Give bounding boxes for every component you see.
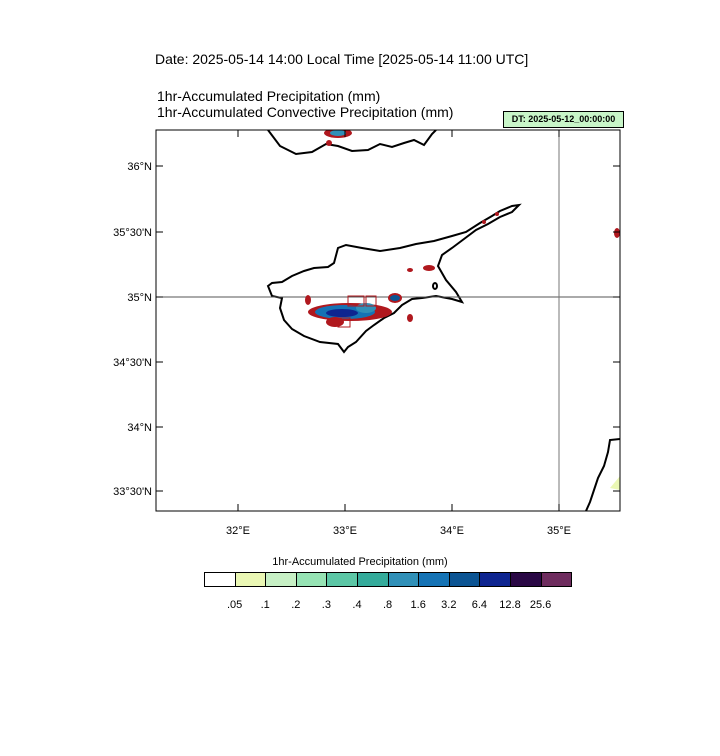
- colorbar-label: .05: [226, 599, 243, 611]
- colorbar-swatch: [510, 572, 542, 587]
- colorbar-swatch: [387, 572, 420, 587]
- map-content: [156, 130, 620, 511]
- colorbar-label: 3.2: [441, 599, 457, 611]
- colorbar-title: 1hr-Accumulated Precipitation (mm): [272, 556, 448, 568]
- precipitation-cells: [305, 130, 620, 490]
- lat-label: 36°N: [127, 161, 152, 173]
- turkey-coastline: [267, 130, 437, 156]
- island-outline-small: [432, 282, 438, 290]
- colorbar-label: .8: [383, 599, 393, 611]
- colorbar-label: 1.6: [410, 599, 426, 611]
- colorbar-swatch: [234, 572, 267, 587]
- lon-label: 34°E: [440, 525, 464, 537]
- lon-label: 32°E: [226, 525, 250, 537]
- colorbar-label: .1: [260, 599, 270, 611]
- colorbar-swatch: [204, 572, 236, 587]
- lat-label: 33°30'N: [113, 486, 152, 498]
- dt-badge: DT: 2025-05-12_00:00:00: [503, 111, 624, 128]
- colorbar-label: .2: [291, 599, 301, 611]
- lat-label: 34°30'N: [113, 357, 152, 369]
- map-frame: [155, 129, 621, 512]
- lon-label: 35°E: [547, 525, 571, 537]
- levant-coastline: [585, 438, 620, 511]
- field-title-convective: 1hr-Accumulated Convective Precipitation…: [157, 104, 454, 120]
- cyprus-coastline: [266, 203, 522, 354]
- date-title: Date: 2025-05-14 14:00 Local Time [2025-…: [155, 51, 529, 67]
- colorbar-swatch: [540, 572, 573, 587]
- lat-label: 34°N: [127, 422, 152, 434]
- colorbar-swatch: [357, 572, 389, 587]
- tick-marks: [156, 130, 620, 511]
- lat-label: 35°N: [127, 292, 152, 304]
- colorbar-swatch: [326, 572, 358, 587]
- lat-label: 35°30'N: [113, 227, 152, 239]
- colorbar-label: .4: [352, 599, 362, 611]
- colorbar-label: 25.6: [529, 599, 552, 611]
- colorbar-swatch: [448, 572, 481, 587]
- colorbar-label: 6.4: [471, 599, 488, 611]
- colorbar-swatch: [479, 572, 511, 587]
- colorbar-swatch: [265, 572, 297, 587]
- lon-label: 33°E: [333, 525, 357, 537]
- colorbar-label: .3: [321, 599, 331, 611]
- colorbar-swatch: [418, 572, 450, 587]
- colorbar-label: 12.8: [499, 599, 521, 611]
- colorbar-swatch: [295, 572, 328, 587]
- field-title-precip: 1hr-Accumulated Precipitation (mm): [157, 88, 381, 104]
